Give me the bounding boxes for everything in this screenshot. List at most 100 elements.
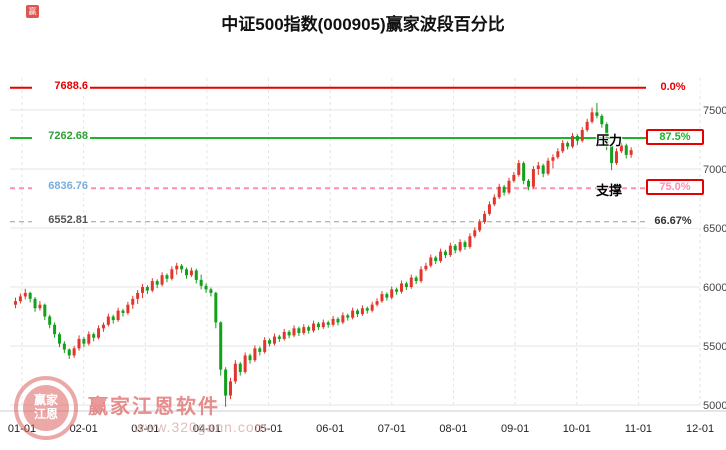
candle-body (97, 328, 101, 338)
candle-body (92, 334, 96, 338)
percent-label: 0.0% (646, 79, 700, 94)
candle-body (341, 315, 345, 323)
candle-body (590, 112, 594, 122)
candle-body (282, 331, 286, 339)
candle-body (170, 269, 174, 279)
candle-body (575, 135, 579, 141)
candle-body (439, 251, 443, 262)
candle-body (463, 242, 467, 247)
candle-body (238, 363, 242, 372)
candle-body (580, 130, 584, 141)
x-axis-label: 08-01 (439, 423, 467, 435)
candle-body (492, 197, 496, 205)
candle-body (62, 343, 66, 350)
candle-body (600, 115, 604, 125)
chart-title: 中证500指数(000905)赢家波段百分比 (221, 15, 505, 34)
candle-body (312, 323, 316, 331)
candle-body (48, 316, 52, 325)
candle-body (502, 186, 506, 193)
candle-body (351, 310, 355, 318)
price-level-label: 7262.68 (32, 129, 90, 143)
candle-body (43, 304, 47, 317)
candle-body (556, 151, 560, 158)
candle-body (478, 222, 482, 231)
price-level-label: 7688.6 (32, 78, 90, 93)
y-axis-label: 5000 (703, 400, 726, 412)
candle-body (483, 213, 487, 223)
candle-body (321, 322, 325, 328)
candle-body (614, 151, 618, 164)
candle-body (531, 169, 535, 187)
candle-body (370, 304, 374, 311)
candle-body (473, 230, 477, 237)
candle-body (253, 348, 257, 361)
candle-body (336, 318, 340, 323)
candle-body (136, 292, 140, 299)
candle-body (399, 283, 403, 292)
candle-body (365, 308, 369, 311)
candle-body (23, 292, 27, 297)
y-axis-label: 6500 (703, 223, 726, 235)
candle-body (395, 289, 399, 292)
candle-body (175, 265, 179, 270)
candle-body (527, 180, 531, 187)
candle-body (497, 186, 501, 198)
candle-body (375, 301, 379, 305)
watermark-logo-icon: 赢家 江恩 (23, 385, 69, 431)
candle-body (150, 281, 154, 291)
candle-body (507, 180, 511, 193)
candle-body (214, 292, 218, 323)
candle-body (126, 304, 130, 313)
watermark-logo-text-1: 赢家 (33, 393, 58, 408)
candle-body (297, 328, 301, 334)
candle-body (228, 381, 232, 396)
candle-body (585, 121, 589, 131)
x-axis-label: 05-01 (254, 423, 282, 435)
watermark-url-text: www.320gann.com (134, 419, 268, 435)
candle-body (458, 242, 462, 251)
support-tag: 支撑 (596, 183, 623, 199)
candle-body (77, 338, 81, 349)
candle-body (419, 269, 423, 282)
candle-body (453, 245, 457, 251)
candle-body (517, 163, 521, 175)
candle-body (233, 363, 237, 382)
candle-body (165, 275, 169, 279)
candle-body (111, 316, 115, 321)
candle-body (189, 270, 193, 276)
candle-body (199, 279, 203, 286)
watermark-logo-text-2: 江恩 (33, 407, 58, 421)
candle-body (287, 331, 291, 336)
x-axis-label: 11-01 (625, 423, 652, 435)
candle-body (307, 327, 311, 331)
candle-body (360, 308, 364, 315)
candle-body (619, 145, 623, 152)
x-axis-label: 06-01 (316, 423, 344, 435)
candle-body (541, 165, 545, 174)
candle-body (28, 292, 32, 299)
candle-body (561, 143, 565, 152)
candle-body (409, 277, 413, 287)
candle-body (292, 328, 296, 336)
candle-body (326, 322, 330, 325)
resistance-tag: 压力 (596, 133, 623, 148)
candle-body (180, 265, 184, 270)
candle-body (414, 277, 418, 282)
x-axis-label: 12-01 (686, 423, 714, 435)
candle-body (204, 285, 208, 290)
y-axis-label: 6000 (703, 282, 726, 294)
candle-body (14, 301, 17, 305)
candle-body (390, 289, 394, 298)
candle-body (82, 338, 86, 344)
candle-body (316, 323, 320, 328)
x-axis-label: 10-01 (563, 423, 591, 435)
candle-body (38, 304, 42, 309)
candle-body (248, 355, 252, 361)
candle-body (101, 324, 105, 329)
candle-body (243, 355, 247, 372)
watermark-brand-text: 赢家江恩软件 (88, 396, 220, 418)
y-axis-label: 7000 (703, 164, 726, 176)
candle-body (536, 165, 540, 169)
